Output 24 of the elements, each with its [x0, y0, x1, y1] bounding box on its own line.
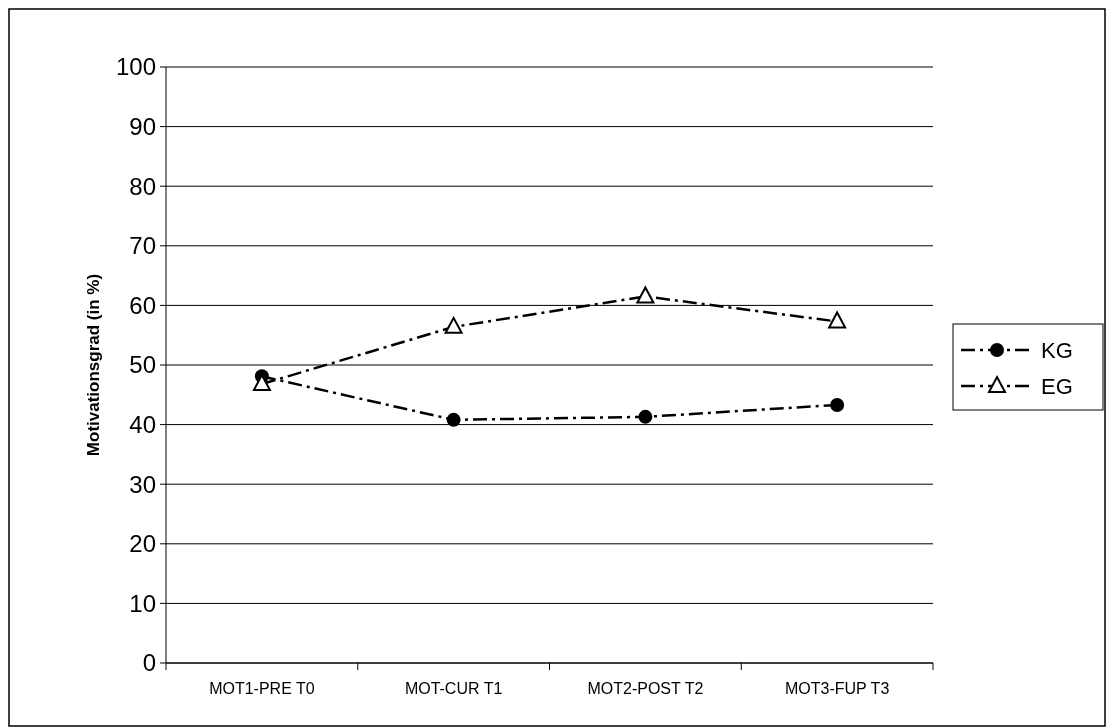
- y-axis-title: Motivationsgrad (in %): [84, 273, 103, 457]
- legend-label: KG: [1041, 337, 1073, 363]
- y-tick-label: 40: [129, 411, 156, 438]
- y-tick-label: 80: [129, 172, 156, 200]
- x-tick-label: MOT-CUR T1: [404, 680, 503, 697]
- point: [444, 316, 463, 334]
- point: [638, 409, 653, 424]
- x-tick-label: MOT3-FUP T3: [784, 680, 890, 697]
- y-tick-label: 0: [142, 649, 156, 677]
- y-tick-label: 50: [129, 351, 156, 379]
- y-tick-label: 10: [129, 589, 156, 617]
- y-tick-label: 20: [129, 530, 156, 558]
- x-tick-label: MOT1-PRE T0: [209, 680, 315, 697]
- y-tick-label: 100: [115, 53, 156, 81]
- legend-label: EG: [1041, 373, 1073, 399]
- point: [830, 397, 845, 412]
- y-tick-label: 30: [129, 470, 156, 498]
- y-tick-label: 90: [129, 113, 156, 140]
- point: [446, 412, 461, 427]
- point: [636, 286, 655, 304]
- x-tick-label: MOT2-POST T2: [587, 680, 704, 697]
- y-tick-label: 70: [129, 232, 156, 260]
- point: [828, 311, 847, 329]
- y-tick-label: 60: [129, 291, 156, 319]
